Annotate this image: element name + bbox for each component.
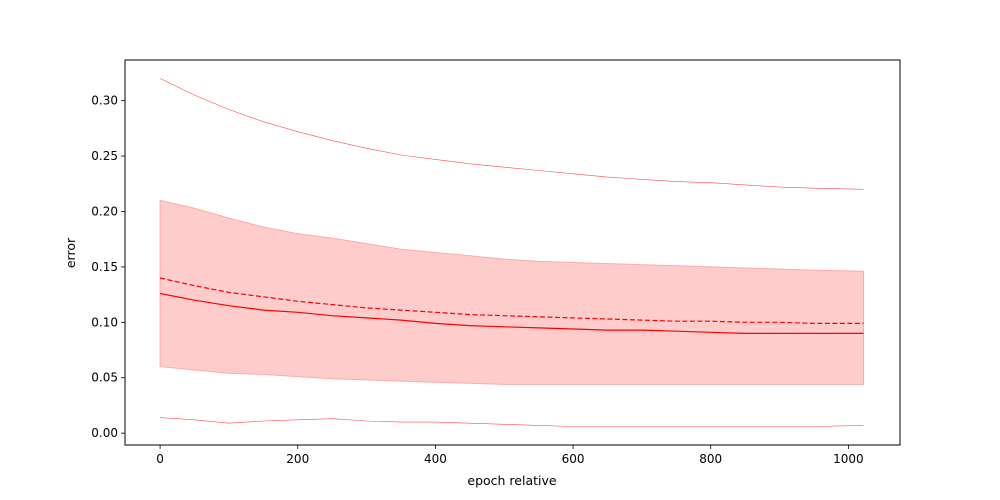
- y-tick-label: 0.30: [91, 94, 118, 108]
- y-tick-label: 0.20: [91, 204, 118, 218]
- axes-frame: [124, 59, 901, 446]
- y-tick-label: 0.25: [91, 149, 118, 163]
- median-line: [159, 292, 864, 334]
- x-axis-label: epoch relative: [467, 473, 557, 488]
- band-area: [159, 199, 864, 385]
- y-tick-label: 0.15: [91, 260, 118, 274]
- x-tick-label: 400: [424, 452, 447, 466]
- max-line: [159, 78, 864, 190]
- mean-line: [159, 277, 864, 324]
- x-tick-label: 800: [699, 452, 722, 466]
- plot-layer: [159, 78, 864, 427]
- x-axis-ticks: 0 200 400 600 800 1000: [156, 445, 864, 466]
- y-tick-label: 0.00: [91, 426, 118, 440]
- y-axis-label: error: [63, 237, 78, 268]
- y-tick-label: 0.10: [91, 315, 118, 329]
- x-tick-label: 0: [156, 452, 164, 466]
- x-tick-label: 1000: [833, 452, 864, 466]
- x-tick-label: 600: [562, 452, 585, 466]
- min-line: [160, 417, 864, 427]
- y-tick-label: 0.05: [91, 371, 118, 385]
- y-axis-ticks: 0.00 0.05 0.10 0.15 0.20 0.25 0.30: [91, 94, 125, 440]
- x-tick-label: 200: [286, 452, 309, 466]
